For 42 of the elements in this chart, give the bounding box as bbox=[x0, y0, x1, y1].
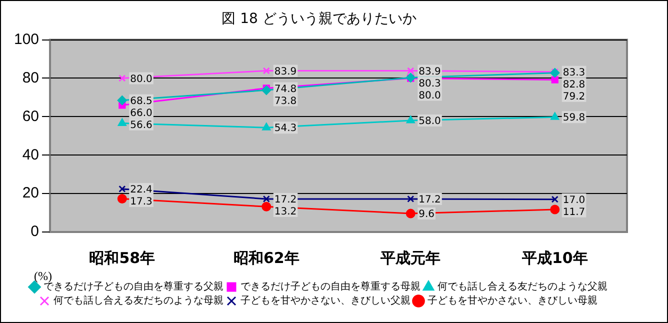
y-axis-title: (%) bbox=[34, 269, 52, 284]
data-label: 66.0 bbox=[130, 108, 152, 119]
legend-label: 何でも話し合える友だちのような父親 bbox=[438, 280, 608, 293]
x-tick-label: 昭和62年 bbox=[233, 248, 300, 267]
x-tick-label: 平成元年 bbox=[380, 248, 441, 267]
data-label: 17.2 bbox=[418, 194, 441, 206]
data-label: 82.8 bbox=[562, 79, 586, 90]
data-label: 17.2 bbox=[274, 194, 297, 206]
data-label: 58.0 bbox=[418, 116, 441, 128]
data-label: 17.0 bbox=[562, 194, 586, 206]
data-label: 80.0 bbox=[130, 74, 152, 85]
data-label: 56.6 bbox=[130, 120, 152, 131]
legend-label: できるだけ子どもの自由を尊重する母親 bbox=[240, 280, 420, 293]
data-label: 74.8 bbox=[274, 84, 297, 95]
y-tick-label: 100 bbox=[14, 30, 40, 48]
legend-label: できるだけ子どもの自由を尊重する父親 bbox=[44, 280, 224, 293]
data-label: 54.3 bbox=[274, 123, 297, 134]
y-tick-label: 40 bbox=[22, 146, 40, 164]
legend-label: 子どもを甘やかさない、きびしい母親 bbox=[428, 294, 598, 307]
data-label: 17.3 bbox=[130, 196, 152, 208]
legend-label: 何でも話し合える友だちのような母親 bbox=[54, 294, 224, 307]
data-label: 79.2 bbox=[562, 91, 586, 102]
data-label: 83.3 bbox=[562, 67, 586, 78]
data-label: 80.3 bbox=[418, 78, 441, 90]
x-tick-label: 昭和58年 bbox=[89, 248, 156, 267]
data-label: 83.9 bbox=[274, 66, 297, 78]
legend-label: 子どもを甘やかさない、きびしい父親 bbox=[240, 294, 410, 307]
data-label: 68.5 bbox=[130, 96, 152, 107]
data-label: 22.4 bbox=[130, 184, 152, 196]
data-label: 73.8 bbox=[274, 96, 297, 107]
data-label: 9.6 bbox=[418, 209, 435, 220]
data-label: 59.8 bbox=[562, 112, 586, 124]
y-tick-label: 80 bbox=[22, 69, 40, 86]
data-label: 13.2 bbox=[274, 206, 297, 218]
data-label: 83.9 bbox=[418, 66, 441, 78]
y-tick-label: 60 bbox=[22, 108, 40, 125]
chart-title: 図 18 どういう親でありたいか bbox=[222, 11, 416, 28]
x-tick-label: 平成10年 bbox=[520, 248, 588, 267]
data-label: 80.0 bbox=[418, 90, 441, 102]
y-tick-label: 20 bbox=[22, 184, 40, 202]
y-tick-label: 0 bbox=[30, 223, 40, 240]
data-label: 11.7 bbox=[562, 206, 586, 218]
